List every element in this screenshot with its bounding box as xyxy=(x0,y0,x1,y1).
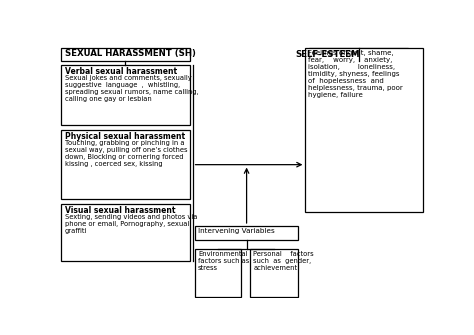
Text: Personal    factors
such  as  gender,
achievement: Personal factors such as gender, achieve… xyxy=(253,251,314,271)
FancyBboxPatch shape xyxy=(309,48,408,61)
FancyBboxPatch shape xyxy=(61,130,190,199)
FancyBboxPatch shape xyxy=(305,48,423,212)
FancyBboxPatch shape xyxy=(61,204,190,261)
Text: Verbal sexual harassment: Verbal sexual harassment xyxy=(65,67,177,75)
FancyBboxPatch shape xyxy=(250,249,298,297)
Text: SEXUAL HARASSMENT (SH): SEXUAL HARASSMENT (SH) xyxy=(65,50,196,59)
Text: Sexual jokes and comments, sexually
suggestive  language  ,  whistling,
spreadin: Sexual jokes and comments, sexually sugg… xyxy=(65,74,199,102)
FancyBboxPatch shape xyxy=(61,65,190,125)
Text: SELF-ESTEEM: SELF-ESTEEM xyxy=(295,50,360,59)
Text: Feelings of guilt, shame,
fear,    worry,    anxiety,
isolation,        loneline: Feelings of guilt, shame, fear, worry, a… xyxy=(308,50,403,98)
Text: Sexting, sending videos and photos via
phone or email, Pornography, sexual
graff: Sexting, sending videos and photos via p… xyxy=(65,214,197,234)
Text: Physical sexual harassment: Physical sexual harassment xyxy=(65,132,185,141)
FancyBboxPatch shape xyxy=(195,249,241,297)
Text: Intervening Variables: Intervening Variables xyxy=(198,228,275,234)
FancyBboxPatch shape xyxy=(61,48,190,61)
Text: Touching, grabbing or pinching in a
sexual way, pulling off one’s clothes
down, : Touching, grabbing or pinching in a sexu… xyxy=(65,140,187,167)
FancyBboxPatch shape xyxy=(195,226,298,240)
Text: Visual sexual harassment: Visual sexual harassment xyxy=(65,206,175,215)
Text: Environmental
factors such as
stress: Environmental factors such as stress xyxy=(198,251,249,271)
